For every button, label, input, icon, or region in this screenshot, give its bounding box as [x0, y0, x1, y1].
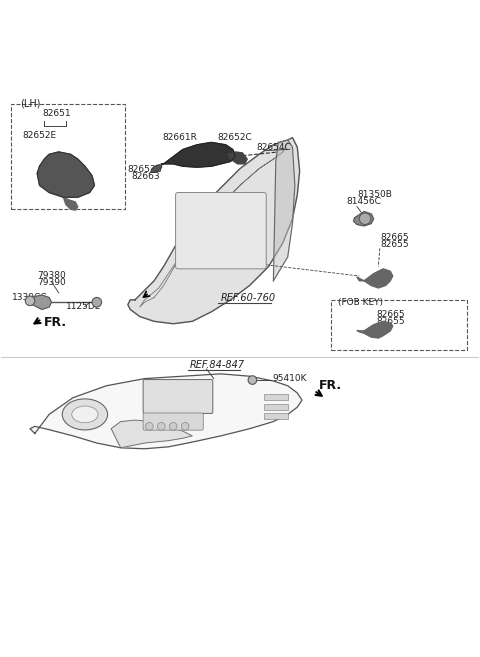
Bar: [264, 413, 288, 419]
Ellipse shape: [151, 165, 162, 173]
Text: 81456C: 81456C: [346, 197, 381, 206]
Polygon shape: [274, 140, 295, 281]
FancyBboxPatch shape: [143, 413, 203, 430]
Ellipse shape: [62, 399, 108, 430]
Polygon shape: [30, 374, 302, 449]
Circle shape: [248, 376, 257, 384]
Circle shape: [25, 296, 35, 306]
Text: 1339CC: 1339CC: [12, 293, 48, 302]
Polygon shape: [228, 152, 247, 164]
Text: 79380: 79380: [37, 271, 66, 281]
Text: 82655: 82655: [381, 240, 409, 250]
Text: (LH): (LH): [21, 99, 41, 108]
Polygon shape: [357, 321, 393, 338]
Polygon shape: [161, 143, 235, 167]
Circle shape: [92, 298, 102, 307]
Bar: [264, 404, 288, 409]
Text: 82661R: 82661R: [163, 133, 198, 142]
Text: 82651: 82651: [42, 109, 71, 118]
FancyBboxPatch shape: [176, 193, 266, 269]
Text: 82652C: 82652C: [217, 133, 252, 142]
Polygon shape: [63, 197, 78, 210]
Text: 79390: 79390: [37, 278, 66, 287]
Text: REF.84-847: REF.84-847: [190, 359, 245, 370]
Polygon shape: [28, 295, 51, 309]
Polygon shape: [37, 152, 95, 197]
Text: 82653B: 82653B: [128, 165, 163, 174]
Bar: [264, 394, 288, 400]
Text: (FOB KEY): (FOB KEY): [338, 298, 383, 307]
Text: 82665: 82665: [381, 233, 409, 242]
Text: 82665: 82665: [376, 309, 405, 319]
Circle shape: [169, 422, 177, 430]
Polygon shape: [128, 137, 300, 324]
Ellipse shape: [72, 406, 98, 422]
Polygon shape: [111, 420, 192, 448]
Text: 82652E: 82652E: [23, 131, 57, 139]
Text: 81350B: 81350B: [357, 191, 392, 199]
Text: 82663: 82663: [131, 171, 160, 181]
Polygon shape: [357, 269, 393, 288]
Text: 1125DL: 1125DL: [66, 302, 101, 311]
FancyBboxPatch shape: [143, 380, 213, 413]
Circle shape: [145, 422, 153, 430]
Text: 95410K: 95410K: [273, 374, 307, 384]
Circle shape: [181, 422, 189, 430]
Text: FR.: FR.: [44, 316, 68, 329]
Circle shape: [157, 422, 165, 430]
Text: 82654C: 82654C: [257, 143, 291, 152]
Bar: [331, 300, 467, 350]
Text: FR.: FR.: [319, 379, 342, 392]
Text: 82655: 82655: [376, 317, 405, 326]
Bar: [11, 104, 125, 209]
Circle shape: [360, 213, 371, 225]
Polygon shape: [354, 212, 373, 226]
Text: REF.60-760: REF.60-760: [221, 293, 276, 303]
